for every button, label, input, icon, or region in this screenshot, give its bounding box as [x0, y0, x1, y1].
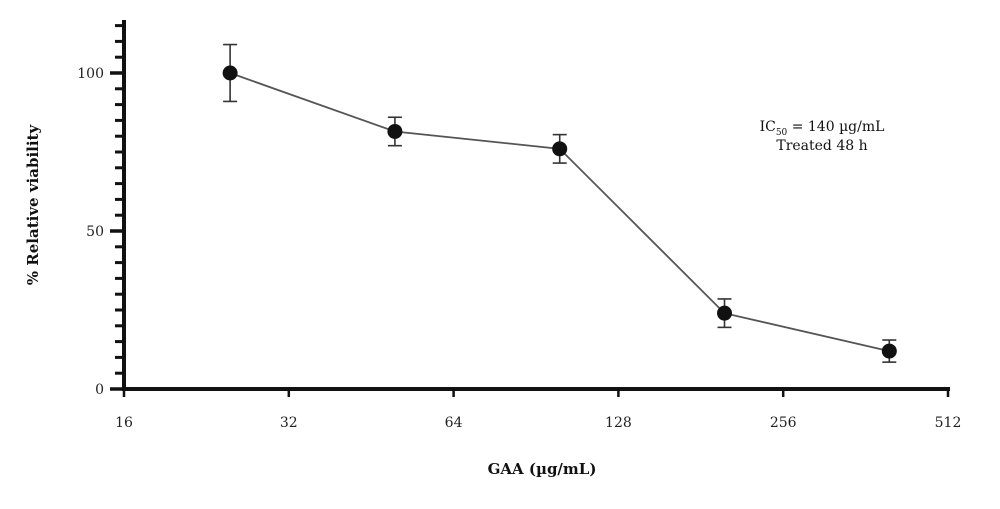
x-tick-label: 64 [445, 415, 463, 431]
x-tick-label: 16 [115, 415, 133, 431]
y-axis-ticks: 0 50 100 [77, 66, 124, 398]
x-tick-label: 128 [605, 415, 632, 431]
data-point [552, 141, 568, 157]
x-axis-ticks: 16 32 64 128 256 512 [115, 389, 961, 431]
series-viability [222, 43, 897, 363]
ic50-value: = 140 µg/mL [787, 119, 884, 135]
x-tick-label: 512 [935, 415, 962, 431]
data-point [387, 123, 403, 139]
data-point [881, 343, 897, 359]
data-point [222, 65, 238, 81]
data-point [717, 305, 733, 321]
y-tick-label: 100 [77, 66, 104, 82]
ic50-annotation: IC50 = 140 µg/mL [760, 119, 885, 138]
x-axis-title: GAA (µg/mL) [488, 460, 597, 478]
treated-annotation: Treated 48 h [776, 138, 867, 154]
series-line [229, 72, 890, 352]
y-tick-label: 0 [95, 382, 104, 398]
y-axis-title: % Relative viability [24, 124, 42, 286]
ic50-subscript: 50 [776, 128, 788, 138]
ic50-prefix: IC [760, 119, 776, 135]
x-tick-label: 32 [280, 415, 298, 431]
x-tick-label: 256 [770, 415, 797, 431]
y-tick-label: 50 [86, 224, 104, 240]
